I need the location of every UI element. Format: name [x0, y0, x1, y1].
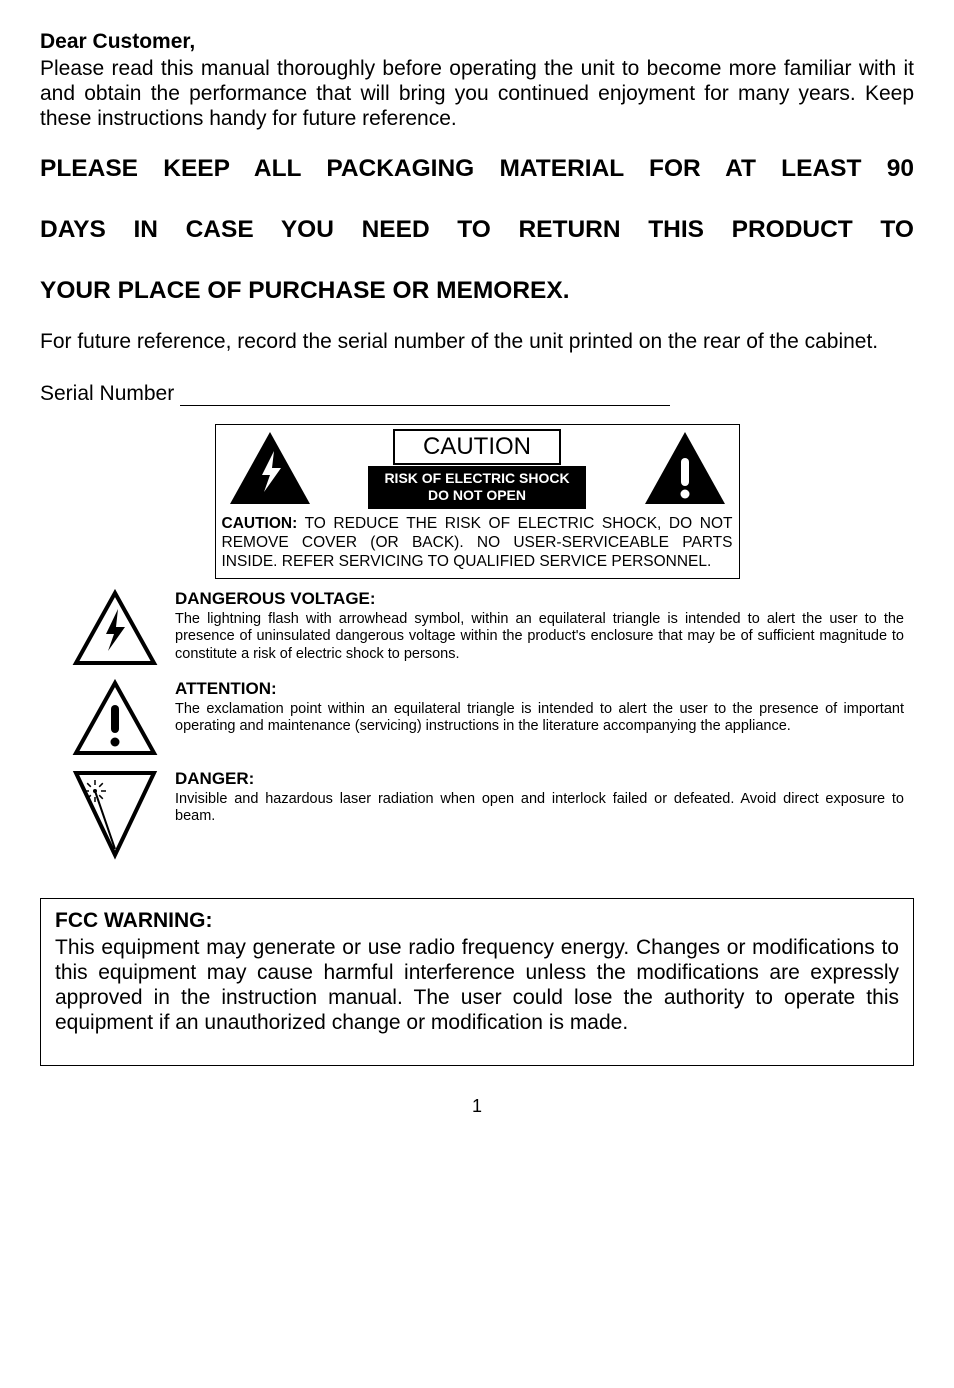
attention-heading: ATTENTION: — [175, 679, 904, 699]
danger-body: Invisible and hazardous laser radiation … — [175, 791, 904, 826]
serial-number-blank — [180, 405, 670, 406]
dangerous-voltage-body: The lightning flash with arrowhead symbo… — [175, 611, 904, 663]
danger-text: DANGER: Invisible and hazardous laser ra… — [175, 769, 914, 826]
exclamation-triangle-outline-icon — [40, 679, 175, 759]
caution-title: CAUTION — [393, 429, 561, 465]
fcc-body: This equipment may generate or use radio… — [55, 935, 899, 1036]
intro-paragraph: Please read this manual thoroughly befor… — [40, 56, 914, 132]
serial-instruction: For future reference, record the serial … — [40, 329, 914, 354]
laser-triangle-icon — [40, 769, 175, 863]
caution-body: CAUTION: TO REDUCE THE RISK OF ELECTRIC … — [216, 513, 739, 578]
main-heading-line-1: PLEASE KEEP ALL PACKAGING MATERIAL FOR A… — [40, 154, 914, 215]
caution-center: CAUTION RISK OF ELECTRIC SHOCK DO NOT OP… — [368, 429, 585, 509]
caution-risk-box: RISK OF ELECTRIC SHOCK DO NOT OPEN — [368, 466, 585, 509]
fcc-warning-box: FCC WARNING: This equipment may generate… — [40, 898, 914, 1067]
attention-text: ATTENTION: The exclamation point within … — [175, 679, 914, 736]
caution-body-text: TO REDUCE THE RISK OF ELECTRIC SHOCK, DO… — [222, 515, 733, 570]
lightning-triangle-icon — [226, 430, 314, 508]
main-heading-line-3: YOUR PLACE OF PURCHASE OR MEMOREX. — [40, 276, 914, 307]
serial-number-label: Serial Number — [40, 382, 180, 405]
greeting-heading: Dear Customer, — [40, 30, 914, 54]
exclamation-triangle-icon — [641, 430, 729, 508]
fcc-heading: FCC WARNING: — [55, 909, 899, 933]
caution-risk-line1: RISK OF ELECTRIC SHOCK — [384, 470, 569, 488]
lightning-triangle-outline-icon — [40, 589, 175, 669]
attention-section: ATTENTION: The exclamation point within … — [40, 679, 914, 759]
dangerous-voltage-section: DANGEROUS VOLTAGE: The lightning flash w… — [40, 589, 914, 669]
attention-body: The exclamation point within an equilate… — [175, 701, 904, 736]
serial-number-line: Serial Number — [40, 382, 914, 406]
page-number: 1 — [40, 1096, 914, 1117]
caution-box-wrapper: CAUTION RISK OF ELECTRIC SHOCK DO NOT OP… — [40, 424, 914, 579]
main-heading: PLEASE KEEP ALL PACKAGING MATERIAL FOR A… — [40, 154, 914, 307]
dangerous-voltage-text: DANGEROUS VOLTAGE: The lightning flash w… — [175, 589, 914, 664]
main-heading-line-2: DAYS IN CASE YOU NEED TO RETURN THIS PRO… — [40, 215, 914, 276]
caution-body-bold: CAUTION: — [222, 515, 298, 532]
danger-section: DANGER: Invisible and hazardous laser ra… — [40, 769, 914, 863]
caution-box: CAUTION RISK OF ELECTRIC SHOCK DO NOT OP… — [215, 424, 740, 579]
danger-heading: DANGER: — [175, 769, 904, 789]
dangerous-voltage-heading: DANGEROUS VOLTAGE: — [175, 589, 904, 609]
caution-risk-line2: DO NOT OPEN — [384, 487, 569, 505]
caution-top-row: CAUTION RISK OF ELECTRIC SHOCK DO NOT OP… — [216, 425, 739, 513]
